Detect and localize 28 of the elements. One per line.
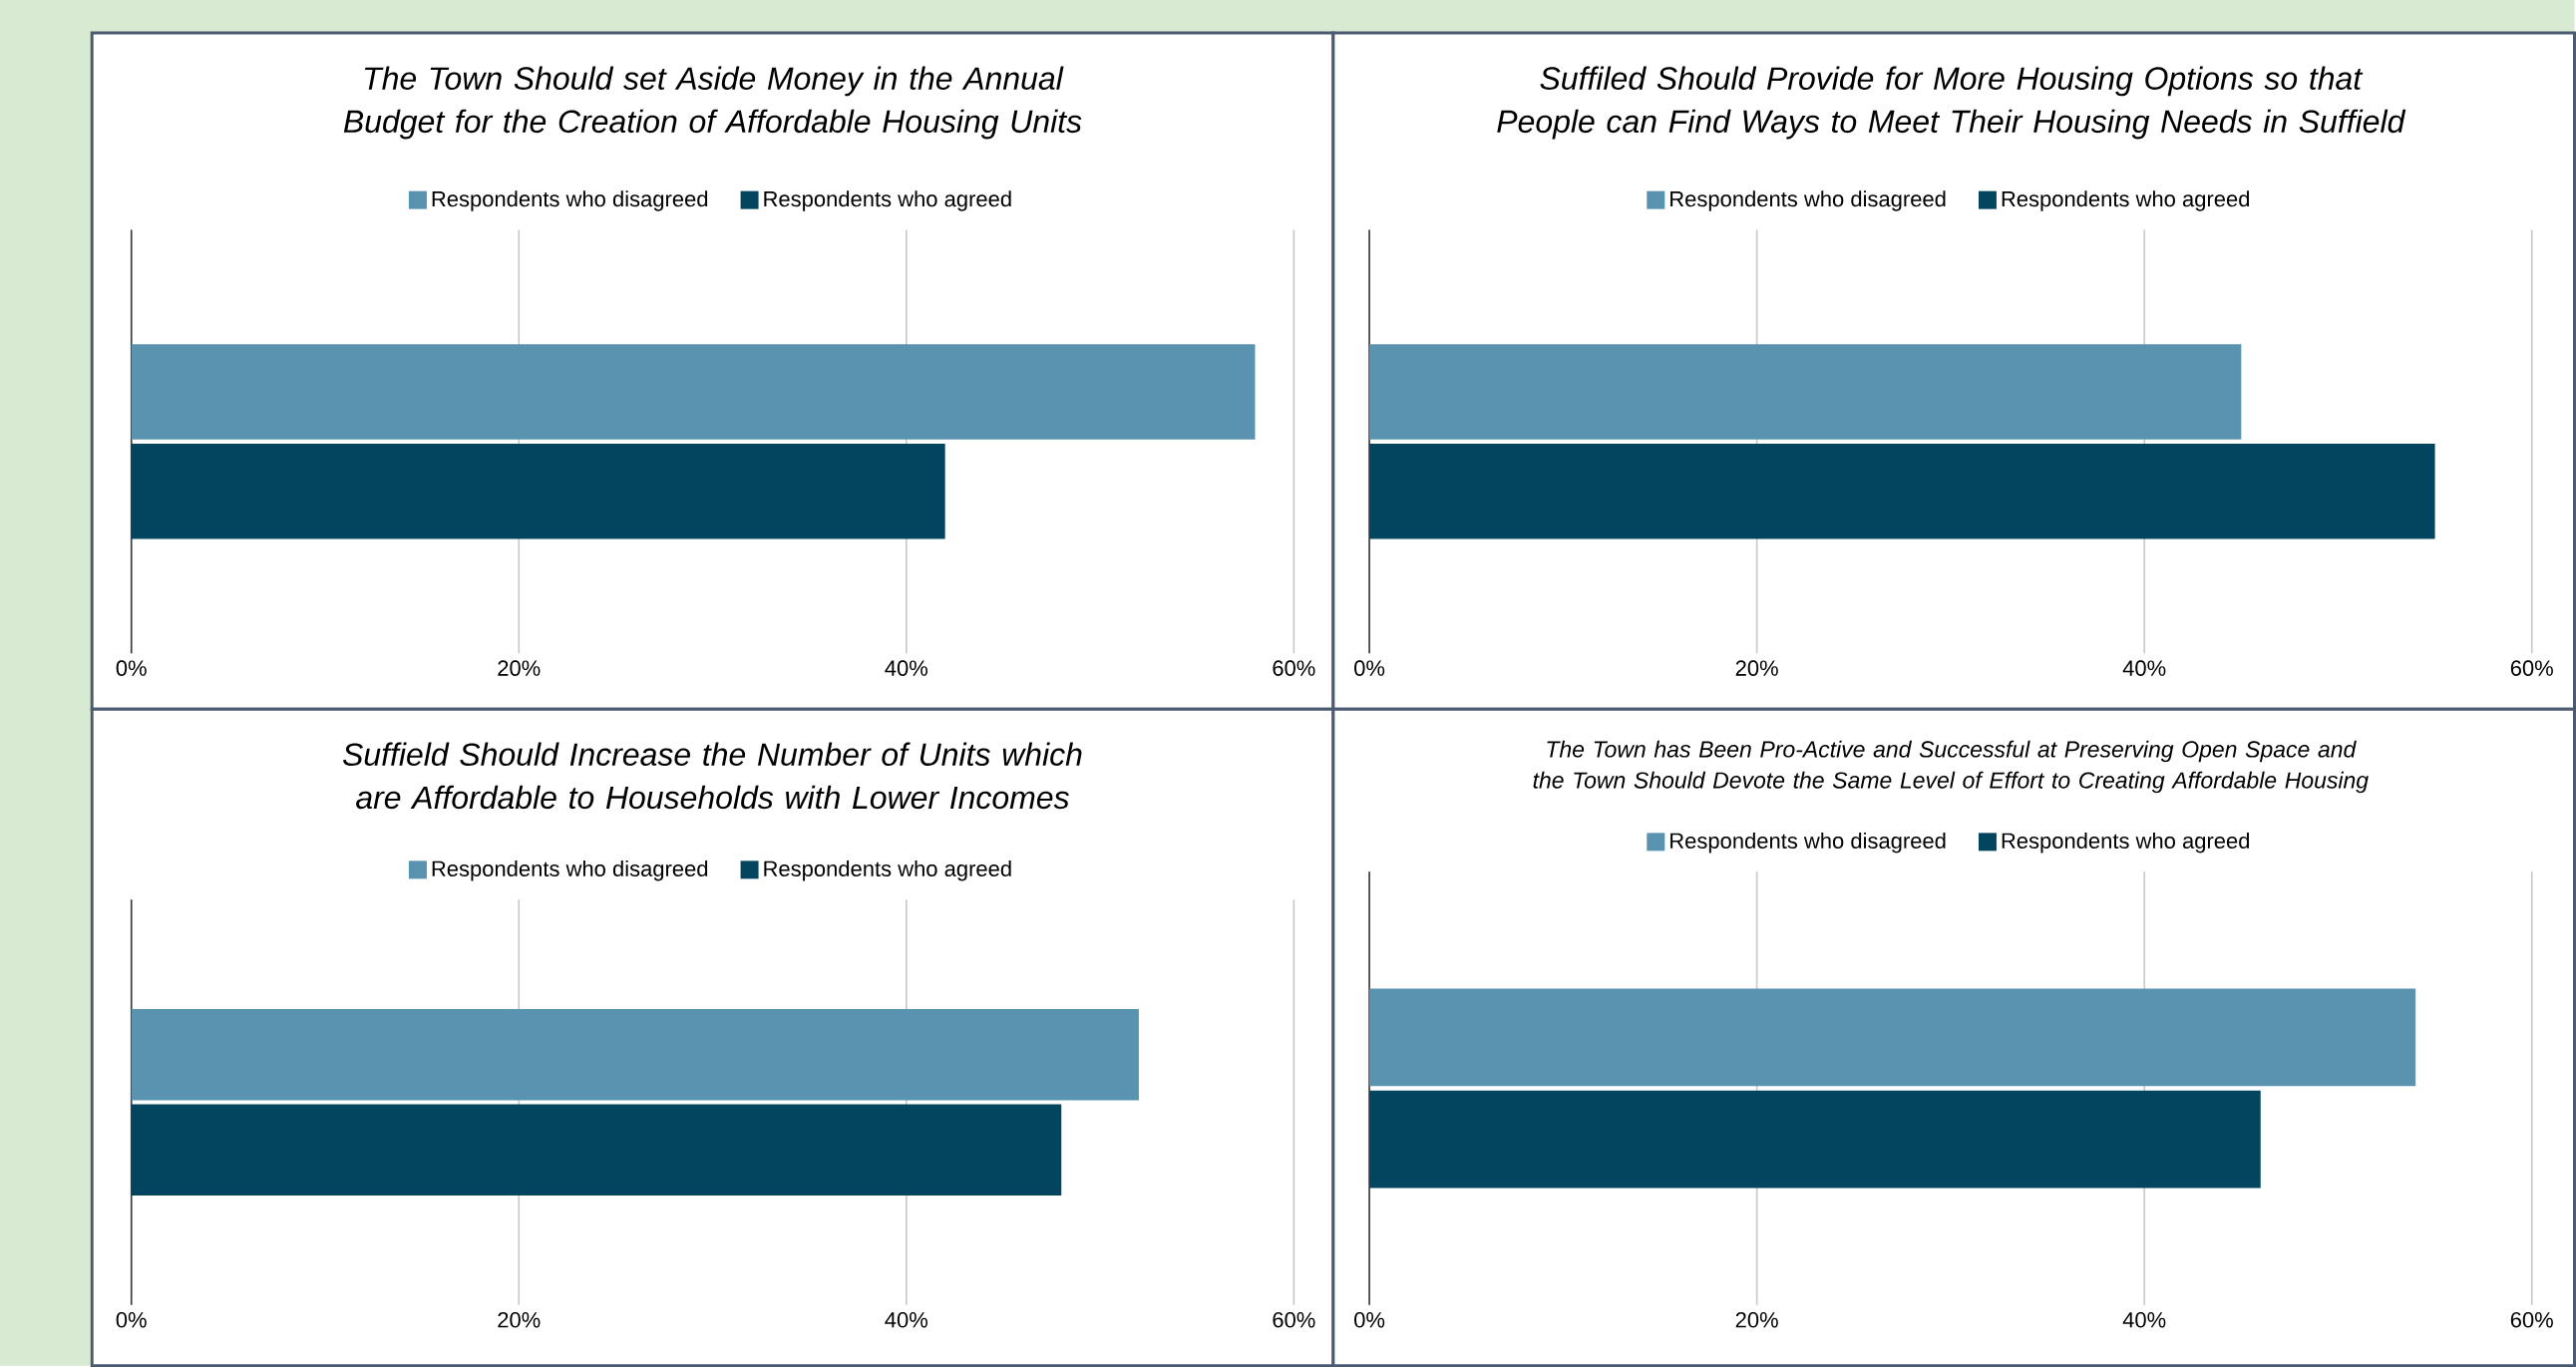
x-tick-label: 0% [116, 660, 147, 676]
legend-label: Respondents who disagreed [432, 859, 708, 881]
x-tick-label: 0% [116, 1311, 147, 1328]
x-tick-label: 60% [2510, 1311, 2553, 1328]
legend-label: Respondents who agreed [2002, 190, 2250, 211]
x-tick-label: 40% [2122, 660, 2166, 676]
legend-label: Respondents who disagreed [432, 190, 708, 211]
legend-label: Respondents who disagreed [1670, 190, 1946, 211]
x-tick-label: 40% [2122, 1311, 2166, 1328]
x-tick-label: 60% [2510, 660, 2553, 676]
legend-label: Respondents who agreed [2002, 832, 2250, 854]
chart-title: Suffiled Should Provide for More Housing Options so that People can Find Ways to Meet Their Housing Needs in Suffield [1497, 66, 2406, 140]
x-tick-label: 40% [885, 1311, 927, 1328]
x-tick-label: 20% [498, 1311, 541, 1328]
x-tick-label: 60% [1273, 1311, 1315, 1328]
chart-title: The Town has Been Pro-Active and Successful at Preserving Open Space and the Town Should Devote the Same Level of Effort to Creating Affordable Housing [1533, 740, 2369, 794]
x-tick-label: 20% [1735, 660, 1778, 676]
x-tick-label: 20% [498, 660, 541, 676]
legend-label: Respondents who agreed [764, 190, 1011, 211]
chart-title: The Town Should set Aside Money in the Annual Budget for the Creation of Affordable Housing Units [343, 66, 1082, 140]
chart-title: Suffield Should Increase the Number of Units which are Affordable to Households with Lower Incomes [342, 742, 1082, 810]
legend-label: Respondents who agreed [764, 859, 1011, 881]
x-tick-label: 0% [1354, 660, 1385, 676]
legend-label: Respondents who disagreed [1670, 832, 1946, 854]
x-tick-label: 0% [1354, 1311, 1385, 1328]
x-tick-label: 60% [1273, 660, 1315, 676]
x-tick-label: 40% [885, 660, 927, 676]
x-tick-label: 20% [1735, 1311, 1778, 1328]
